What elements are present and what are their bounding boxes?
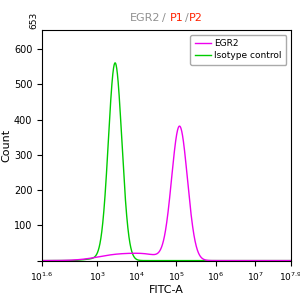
- EGR2: [258, 259, 261, 262]
- Isotype control: [40, 259, 44, 262]
- Isotype control: [136, 258, 140, 262]
- EGR2: [69, 258, 72, 262]
- Isotype control: [284, 259, 288, 262]
- Isotype control: [83, 258, 87, 261]
- EGR2: [289, 259, 293, 262]
- X-axis label: FITC-A: FITC-A: [149, 285, 184, 295]
- Isotype control: [289, 259, 293, 262]
- Isotype control: [147, 259, 150, 262]
- Text: P2: P2: [189, 13, 202, 23]
- Text: P1: P1: [170, 13, 184, 23]
- Text: /: /: [162, 13, 169, 23]
- EGR2: [83, 257, 87, 261]
- Line: Isotype control: Isotype control: [42, 63, 291, 261]
- Legend: EGR2, Isotype control: EGR2, Isotype control: [190, 35, 286, 65]
- Text: /: /: [184, 13, 188, 23]
- Isotype control: [69, 259, 72, 262]
- Text: EGR2: EGR2: [130, 13, 160, 23]
- EGR2: [284, 259, 288, 262]
- EGR2: [146, 252, 150, 256]
- EGR2: [40, 259, 44, 262]
- Text: 653: 653: [29, 12, 38, 29]
- Isotype control: [113, 61, 117, 65]
- Isotype control: [258, 259, 261, 262]
- EGR2: [178, 124, 181, 128]
- Line: EGR2: EGR2: [42, 126, 291, 261]
- Y-axis label: Count: Count: [1, 129, 11, 162]
- EGR2: [136, 251, 139, 255]
